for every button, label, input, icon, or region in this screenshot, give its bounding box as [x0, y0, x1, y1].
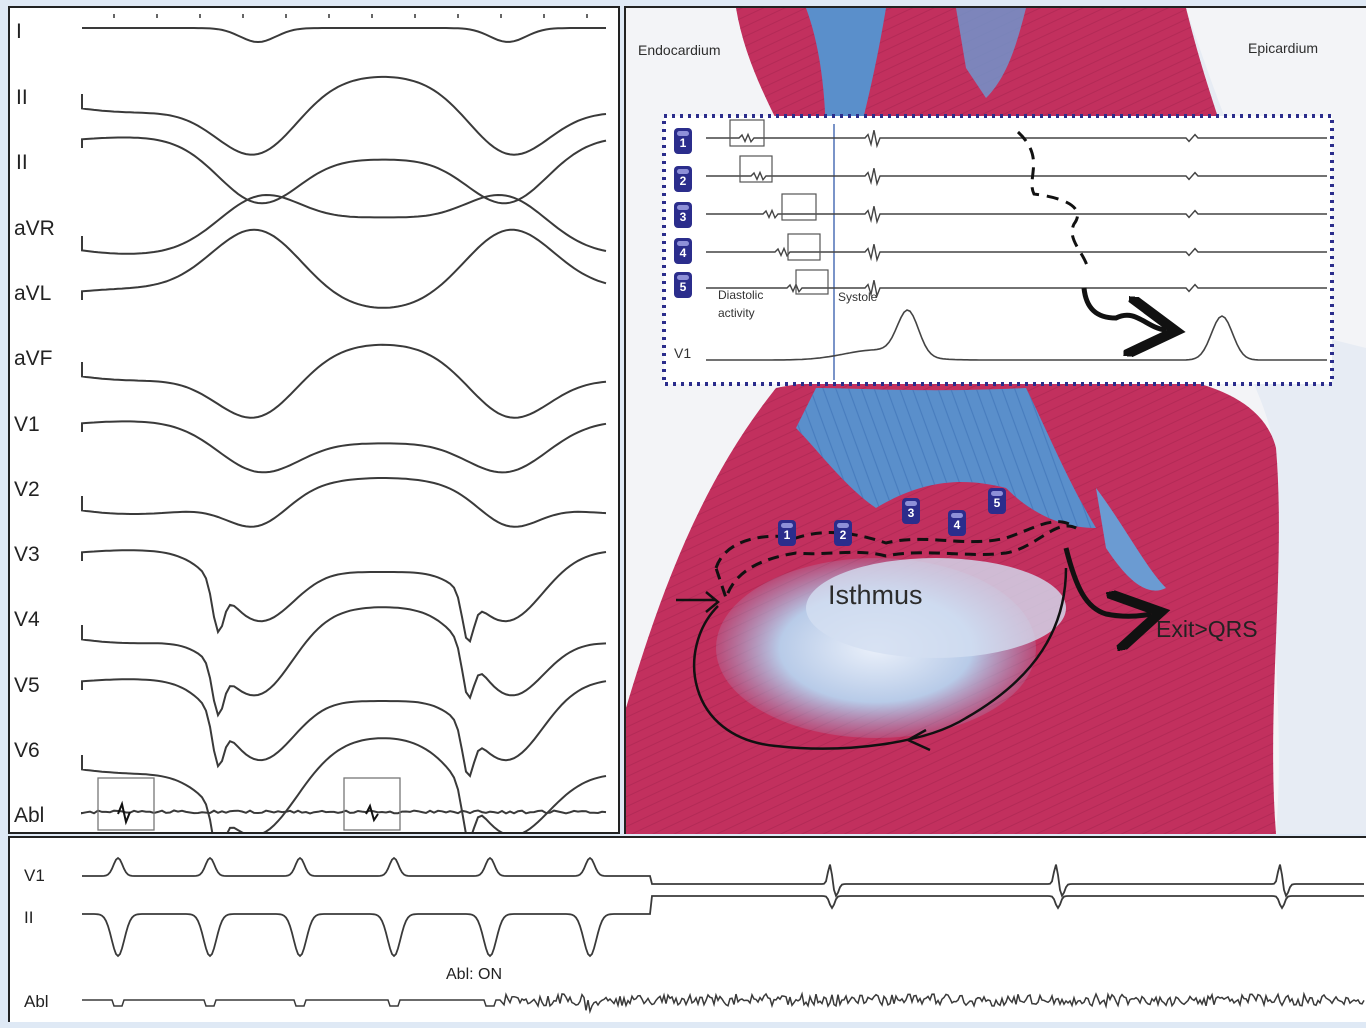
ecg-panel: I II II aVR aVL aVF V1 V2 V3 V4 V5 V6 Ab… — [8, 6, 620, 834]
strip-label-II: II — [24, 908, 33, 928]
tissue-electrode-1: 1 — [778, 520, 796, 546]
lead-label-V4: V4 — [14, 608, 40, 632]
rhythm-strip-traces — [10, 838, 1366, 1022]
inset-electrode-4: 4 — [674, 238, 692, 264]
inset-electrode-5: 5 — [674, 272, 692, 298]
ecg-trace — [82, 230, 606, 308]
isthmus-label: Isthmus — [828, 580, 923, 611]
abl-potential — [366, 806, 378, 820]
ablation-on-label: Abl: ON — [446, 966, 502, 984]
strip-v1-trace — [82, 858, 1364, 896]
lead-label-aVF: aVF — [14, 347, 53, 371]
ecg-trace — [82, 345, 606, 418]
lead-label-V6: V6 — [14, 739, 40, 763]
lead-label-V1: V1 — [14, 413, 40, 437]
tissue-electrode-4: 4 — [948, 510, 966, 536]
diastolic-activity-label: Diastolic activity — [718, 286, 788, 322]
ecg-trace — [82, 607, 606, 715]
ecg-trace — [82, 138, 606, 204]
systole-label: Systole — [838, 288, 877, 306]
epicardium-label: Epicardium — [1248, 40, 1318, 56]
lead-label-III: II — [16, 151, 28, 175]
histology-panel: Endocardium Epicardium 1 2 3 4 5 Diastol… — [624, 6, 1366, 834]
ecg-trace — [82, 77, 606, 155]
ecg-trace — [82, 28, 606, 42]
rhythm-strip-panel: V1 II Abl Abl: ON — [8, 836, 1366, 1022]
tissue-electrode-2: 2 — [834, 520, 852, 546]
lead-label-aVR: aVR — [14, 217, 55, 241]
ecg-trace — [82, 550, 606, 641]
exit-qrs-label: Exit>QRS — [1156, 616, 1258, 643]
tissue-electrode-3: 3 — [902, 498, 920, 524]
inset-v1-label: V1 — [674, 344, 691, 362]
lead-label-V3: V3 — [14, 543, 40, 567]
inset-electrode-2: 2 — [674, 166, 692, 192]
ecg-trace — [82, 478, 606, 527]
strip-label-Abl: Abl — [24, 992, 49, 1012]
ecg-traces — [10, 8, 618, 832]
inset-electrode-1: 1 — [674, 128, 692, 154]
lead-label-aVL: aVL — [14, 282, 51, 306]
strip-ii-trace — [82, 896, 1364, 956]
strip-label-V1: V1 — [24, 866, 45, 886]
inset-electrode-3: 3 — [674, 202, 692, 228]
histology-image — [626, 8, 1366, 834]
lead-label-II: II — [16, 86, 28, 110]
lead-label-Abl: Abl — [14, 804, 44, 828]
lead-label-I: I — [16, 20, 22, 44]
lead-label-V5: V5 — [14, 674, 40, 698]
lead-label-V2: V2 — [14, 478, 40, 502]
abl-highlight-box — [344, 778, 400, 830]
endocardium-label: Endocardium — [638, 42, 721, 58]
ecg-trace — [82, 195, 606, 254]
ecg-trace — [82, 679, 606, 776]
strip-abl-trace — [82, 994, 1364, 1011]
tissue-electrode-5: 5 — [988, 488, 1006, 514]
ecg-trace — [82, 421, 606, 472]
